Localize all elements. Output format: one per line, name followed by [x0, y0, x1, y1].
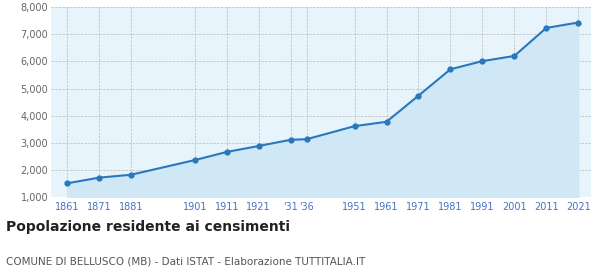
Text: Popolazione residente ai censimenti: Popolazione residente ai censimenti [6, 220, 290, 234]
Text: COMUNE DI BELLUSCO (MB) - Dati ISTAT - Elaborazione TUTTITALIA.IT: COMUNE DI BELLUSCO (MB) - Dati ISTAT - E… [6, 256, 365, 267]
